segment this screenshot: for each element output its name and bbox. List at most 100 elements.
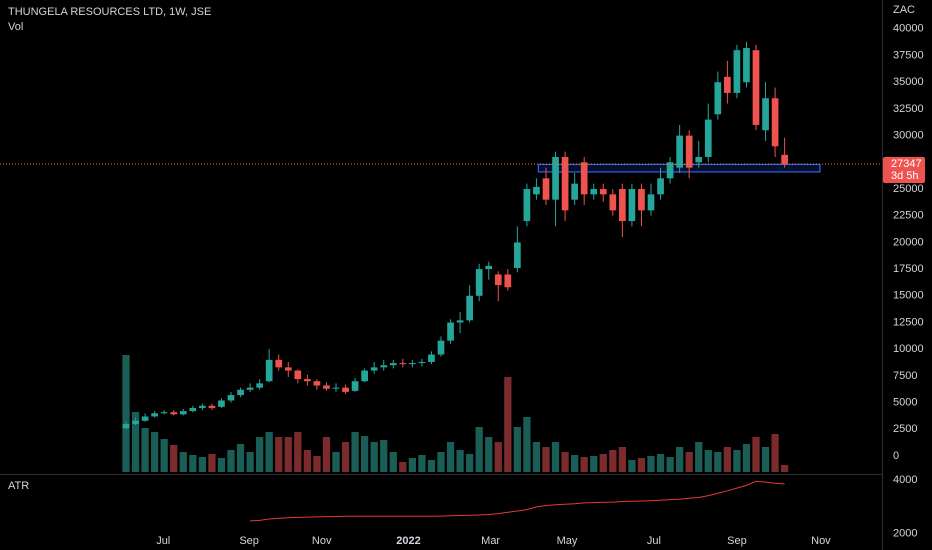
candle-body (208, 405, 216, 408)
candle-body (456, 320, 464, 323)
candle-body (533, 186, 540, 195)
candle-body (733, 50, 741, 93)
chart-title: THUNGELA RESOURCES LTD, 1W, JSE (8, 6, 211, 18)
volume-bar (284, 437, 292, 472)
volume-bar (504, 377, 512, 472)
volume-bar (179, 452, 187, 472)
atr-tick-label: 2000 (893, 528, 917, 540)
y-tick-label: 0 (893, 450, 899, 462)
volume-bar (752, 437, 760, 472)
volume-bar (275, 437, 283, 472)
x-tick-label: Nov (811, 535, 831, 547)
volume-bar (303, 450, 311, 472)
volume-bar (685, 452, 693, 472)
volume-bar (551, 442, 560, 472)
volume-bar (418, 455, 426, 472)
candle-body (752, 50, 760, 125)
volume-bar (399, 462, 407, 472)
candle-body (494, 274, 502, 286)
candle-body (265, 359, 273, 382)
last-price-label: 27347 (891, 158, 922, 170)
volume-bar (475, 427, 483, 472)
volume-bar (189, 455, 197, 472)
volume-bar (208, 454, 216, 472)
candle-body (685, 135, 693, 168)
candle-body (294, 370, 302, 380)
candle-body (475, 269, 483, 296)
volume-bar (294, 432, 302, 472)
volume-bar (198, 457, 206, 472)
volume-bar (609, 450, 617, 472)
volume-bar (523, 417, 531, 472)
volume-bar (666, 457, 674, 472)
x-tick-label: Mar (481, 535, 500, 547)
volume-bar (246, 452, 254, 472)
candle-body (504, 274, 512, 288)
volume-bar (427, 460, 436, 472)
candle-body (141, 416, 149, 421)
volume-bar (380, 440, 388, 472)
volume-bar (742, 444, 751, 472)
volume-bar (265, 432, 273, 472)
volume-bar (542, 447, 550, 472)
volume-bar (618, 447, 626, 472)
candle-body (590, 189, 598, 195)
candle-body (370, 367, 378, 371)
candle-body (418, 362, 426, 364)
y-tick-label: 10000 (893, 343, 924, 355)
candle-body (695, 156, 703, 163)
volume-bar (351, 432, 359, 472)
countdown: 3d 5h (891, 170, 919, 182)
volume-bar (733, 450, 741, 472)
volume-bar (446, 442, 455, 472)
candle-body (704, 119, 712, 157)
volume-bar (131, 412, 140, 472)
volume-bar (217, 458, 226, 472)
volume-bar (647, 456, 655, 472)
candle-body (628, 189, 636, 222)
last-price-box (883, 156, 925, 183)
candle-body (447, 322, 454, 341)
candle-body (284, 367, 292, 371)
x-tick-label: Sep (239, 535, 259, 547)
volume-bar (761, 447, 770, 472)
volume-bar (656, 454, 665, 472)
volume-bar (714, 452, 722, 472)
candle-body (638, 189, 645, 211)
volume-bar (313, 456, 321, 472)
volume-bar (628, 460, 636, 472)
candle-body (542, 178, 550, 200)
candle-body (246, 387, 254, 390)
candle-body (351, 381, 359, 391)
candle-body (485, 265, 493, 270)
volume-bar (332, 452, 340, 472)
atr-tick-label: 4000 (893, 474, 917, 486)
volume-bar (695, 442, 703, 472)
candle-body (132, 420, 139, 424)
volume-bar (160, 439, 168, 472)
y-tick-label: 22500 (893, 210, 924, 222)
candle-body (122, 423, 130, 429)
volume-bar (361, 436, 369, 472)
x-tick-label: May (557, 535, 578, 547)
candle-body (724, 76, 731, 93)
candle-body (666, 162, 674, 179)
candle-body (599, 189, 607, 195)
volume-bar (590, 456, 598, 472)
candle-body (275, 359, 283, 368)
candle-body (189, 407, 197, 412)
volume-bar (456, 450, 464, 472)
volume-bar (580, 457, 588, 472)
volume-bar (571, 455, 579, 472)
candle-body (218, 400, 225, 407)
volume-bar (122, 355, 130, 472)
y-tick-label: 12500 (893, 316, 924, 328)
candle-body (428, 354, 435, 363)
candle-body (514, 242, 521, 269)
volume-bar (256, 437, 264, 472)
candle-body (714, 82, 722, 115)
candle-body (409, 363, 416, 365)
candle-body (771, 98, 779, 147)
